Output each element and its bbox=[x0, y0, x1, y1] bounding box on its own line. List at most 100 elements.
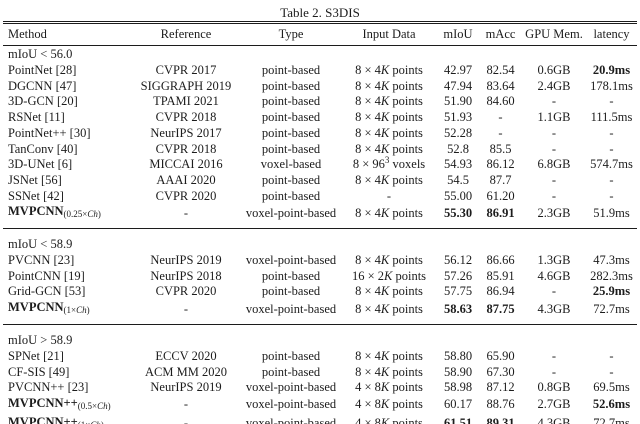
type-cell: point-based bbox=[261, 78, 321, 93]
miou-cell: 58.98 bbox=[443, 380, 473, 395]
miou-cell: 52.8 bbox=[447, 141, 469, 156]
gpu-mem-cell: 2.4GB bbox=[537, 78, 571, 93]
latency-cell: - bbox=[609, 94, 614, 109]
table-row: RSNet [11] CVPR 2018 point-based 8 × 4K poi… bbox=[3, 110, 637, 126]
method-cell: TanConv [40] bbox=[3, 142, 131, 158]
gpu-mem-cell: 4.6GB bbox=[537, 268, 571, 283]
method-cell: MVPCNN(0.25×Ch) bbox=[3, 204, 131, 228]
input-data-cell: 8 × 4K points bbox=[355, 348, 423, 363]
table-row: SPNet [21] ECCV 2020 point-based 8 × 4K poi… bbox=[3, 349, 637, 365]
miou-cell: 60.17 bbox=[443, 397, 473, 412]
gpu-mem-cell: - bbox=[551, 125, 557, 140]
method-name: PointCNN [19] bbox=[8, 268, 85, 283]
miou-cell: 54.93 bbox=[443, 157, 473, 172]
method-name: MVPCNN++ bbox=[8, 414, 78, 424]
method-name: CF-SIS [49] bbox=[8, 364, 70, 379]
miou-cell: 57.26 bbox=[443, 268, 473, 283]
miou-cell: 58.63 bbox=[443, 301, 473, 316]
method-cell: Grid-GCN [53] bbox=[3, 284, 131, 300]
table-row: MVPCNN(1×Ch) - voxel-point-based 8 × 4K poi… bbox=[3, 300, 637, 324]
col-header-input-data: Input Data bbox=[341, 22, 437, 46]
reference-cell: CVPR 2017 bbox=[155, 63, 217, 77]
input-data-cell: 8 × 4K points bbox=[355, 364, 423, 379]
col-header-type: Type bbox=[241, 22, 341, 46]
input-data-cell: 8 × 4K points bbox=[355, 63, 423, 77]
latency-cell: 178.1ms bbox=[590, 78, 633, 93]
group-label: mIoU < 56.0 bbox=[8, 47, 73, 61]
gpu-mem-cell: 4.3GB bbox=[537, 301, 571, 316]
macc-cell: 82.54 bbox=[486, 63, 515, 77]
table-caption: Table 2. S3DIS bbox=[280, 5, 360, 20]
table-row: 3D-GCN [20] TPAMI 2021 point-based 8 × 4K p… bbox=[3, 94, 637, 110]
method-cell: MVPCNN++(0.5×Ch) bbox=[3, 396, 131, 415]
type-cell: voxel-point-based bbox=[245, 380, 337, 395]
method-name: 3D-GCN [20] bbox=[8, 94, 78, 109]
input-data-cell: 8 × 4K points bbox=[355, 205, 423, 220]
col-header-macc: mAcc bbox=[479, 22, 522, 46]
group-label: mIoU < 58.9 bbox=[3, 228, 637, 254]
macc-cell: 85.91 bbox=[486, 268, 515, 283]
reference-cell: CVPR 2018 bbox=[155, 141, 217, 156]
type-cell: voxel-point-based bbox=[245, 301, 337, 316]
table-row: 3D-UNet [6] MICCAI 2016 voxel-based 8 × 963… bbox=[3, 156, 637, 173]
input-data-cell: 8 × 4K points bbox=[355, 78, 423, 93]
method-cell: DGCNN [47] bbox=[3, 79, 131, 95]
macc-cell: 67.30 bbox=[486, 364, 515, 379]
miou-cell: 58.80 bbox=[443, 348, 473, 363]
method-cell: RSNet [11] bbox=[3, 110, 131, 126]
gpu-mem-cell: 6.8GB bbox=[537, 157, 571, 172]
macc-cell: 87.7 bbox=[489, 172, 512, 187]
latency-cell: 20.9ms bbox=[592, 63, 631, 77]
table-row: SSNet [42] CVPR 2020 point-based - 55.00 61.2… bbox=[3, 189, 637, 205]
table-row: PVCNN++ [23] NeurIPS 2019 voxel-point-base… bbox=[3, 380, 637, 396]
miou-cell: 51.90 bbox=[443, 94, 473, 109]
results-table: Method Reference Type Input Data mIoU mAcc GPU… bbox=[3, 21, 637, 424]
type-cell: point-based bbox=[261, 141, 321, 156]
type-cell: voxel-point-based bbox=[245, 397, 337, 412]
method-name: PVCNN++ [23] bbox=[8, 380, 89, 395]
miou-cell: 54.5 bbox=[447, 172, 469, 187]
macc-cell: 87.12 bbox=[486, 380, 515, 395]
miou-cell: 55.30 bbox=[443, 205, 473, 220]
method-name: TanConv [40] bbox=[8, 141, 78, 156]
method-subscript: (1×Ch) bbox=[78, 420, 104, 424]
group-header-row: mIoU < 58.9 bbox=[3, 228, 637, 254]
miou-cell: 56.12 bbox=[443, 253, 473, 268]
type-cell: point-based bbox=[261, 188, 321, 203]
col-header-gpu-mem: GPU Mem. bbox=[522, 22, 586, 46]
col-header-latency: latency bbox=[586, 22, 637, 46]
miou-cell: 51.93 bbox=[443, 110, 473, 125]
input-data-cell: 8 × 4K points bbox=[355, 172, 423, 187]
latency-cell: 47.3ms bbox=[593, 253, 630, 268]
method-name: JSNet [56] bbox=[8, 172, 62, 187]
reference-cell: NeurIPS 2019 bbox=[150, 253, 222, 268]
input-data-cell: 8 × 4K points bbox=[355, 141, 423, 156]
table-row: PointNet [28] CVPR 2017 point-based 8 × 4K … bbox=[3, 63, 637, 79]
reference-cell: MICCAI 2016 bbox=[149, 157, 223, 172]
reference-cell: - bbox=[183, 301, 189, 316]
method-name: 3D-UNet [6] bbox=[8, 157, 73, 172]
col-header-reference: Reference bbox=[131, 22, 241, 46]
method-name: Grid-GCN [53] bbox=[8, 284, 86, 299]
input-data-cell: - bbox=[386, 188, 392, 203]
table-row: PointNet++ [30] NeurIPS 2017 point-based 8 … bbox=[3, 126, 637, 142]
col-header-method: Method bbox=[3, 22, 131, 46]
gpu-mem-cell: 0.8GB bbox=[537, 380, 571, 395]
method-name: MVPCNN bbox=[8, 300, 64, 315]
group-label: mIoU > 58.9 bbox=[3, 323, 637, 349]
method-cell: MVPCNN++(1×Ch) bbox=[3, 415, 131, 424]
reference-cell: ECCV 2020 bbox=[155, 348, 217, 363]
gpu-mem-cell: 4.3GB bbox=[537, 416, 571, 424]
method-subscript: (1×Ch) bbox=[63, 305, 90, 316]
input-data-cell: 4 × 8K points bbox=[355, 380, 423, 395]
macc-cell: 88.76 bbox=[486, 397, 515, 412]
method-name: PVCNN [23] bbox=[8, 253, 75, 268]
header-row: Method Reference Type Input Data mIoU mAcc GPU… bbox=[3, 22, 637, 46]
method-cell: SSNet [42] bbox=[3, 189, 131, 205]
reference-cell: - bbox=[183, 205, 189, 220]
miou-cell: 58.90 bbox=[443, 364, 473, 379]
type-cell: voxel-based bbox=[260, 157, 322, 172]
group-header-row: mIoU > 58.9 bbox=[3, 323, 637, 349]
input-data-cell: 8 × 4K points bbox=[355, 94, 423, 109]
method-cell: PointNet [28] bbox=[3, 63, 131, 79]
